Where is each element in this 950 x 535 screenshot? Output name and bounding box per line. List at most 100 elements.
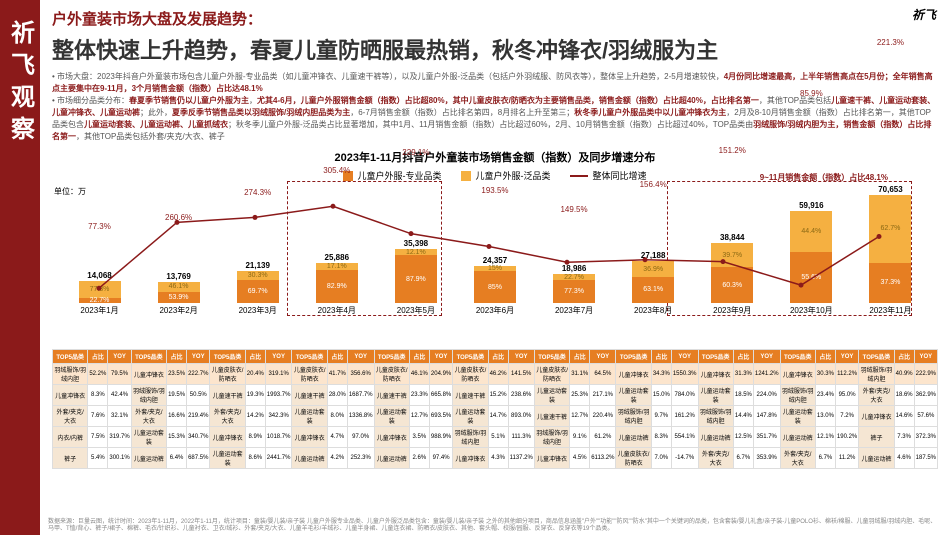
table-cell: 19.5% bbox=[167, 385, 187, 406]
table-cell: 6113.2% bbox=[590, 448, 616, 469]
table-cell: 340.7% bbox=[187, 427, 210, 448]
table-cell: 30.3% bbox=[815, 364, 835, 385]
table-cell: 6.7% bbox=[815, 448, 835, 469]
table-cell: 14.6% bbox=[894, 406, 914, 427]
table-cell: 儿童运动套装 bbox=[616, 385, 651, 406]
table-cell: 14.2% bbox=[245, 406, 265, 427]
table-cell: 988.9% bbox=[429, 427, 452, 448]
table-cell: 4.2% bbox=[327, 448, 347, 469]
table-cell: 羽绒服饰/羽绒内胆 bbox=[698, 406, 733, 427]
table-cell: 儿童冲锋衣 bbox=[698, 364, 733, 385]
table-cell: 222.9% bbox=[914, 364, 937, 385]
table-cell: 羽绒服饰/羽绒内胆 bbox=[131, 385, 166, 406]
table-cell: 儿童运动套装 bbox=[453, 406, 488, 427]
table-header: YOY bbox=[590, 350, 616, 364]
table-header: 占比 bbox=[327, 350, 347, 364]
table-header: TOP5品类 bbox=[374, 350, 409, 364]
table-header: TOP5品类 bbox=[859, 350, 894, 364]
table-cell: 儿童运动裤 bbox=[292, 448, 327, 469]
table-cell: 9.1% bbox=[570, 427, 590, 448]
legend-item: 整体同比增速 bbox=[570, 169, 646, 182]
table-cell: 687.5% bbox=[187, 448, 210, 469]
bar-group: 85.9% 59,916 44.4% 55.6% 2023年10月 bbox=[774, 201, 849, 316]
table-cell: 4.6% bbox=[894, 448, 914, 469]
table-cell: 1241.2% bbox=[753, 364, 780, 385]
table-header: 占比 bbox=[245, 350, 265, 364]
table-cell: 羽绒服饰/羽绒内胆 bbox=[780, 385, 815, 406]
table-header: 占比 bbox=[409, 350, 429, 364]
bar-group: 77.3% 14,068 77.3% 22.7% 2023年1月 bbox=[62, 271, 137, 316]
bars-container: 77.3% 14,068 77.3% 22.7% 2023年1月 260.6% … bbox=[62, 186, 928, 316]
table-cell: 46.1% bbox=[409, 364, 429, 385]
table-header: YOY bbox=[671, 350, 698, 364]
table-cell: 893.0% bbox=[508, 406, 534, 427]
table-cell: 4.7% bbox=[327, 427, 347, 448]
table-cell: 12.7% bbox=[570, 406, 590, 427]
bar-group: 274.3% 21,139 30.3% 69.7% 2023年3月 bbox=[220, 261, 295, 316]
table-cell: 372.3% bbox=[914, 427, 937, 448]
table-cell: 外套/夹克/大衣 bbox=[780, 448, 815, 469]
table-cell: 7.3% bbox=[894, 427, 914, 448]
table-cell: 儿童运动套装 bbox=[534, 385, 569, 406]
bar-group: 193.5% 24,357 15% 85% 2023年6月 bbox=[457, 256, 532, 316]
table-cell: 15.0% bbox=[651, 385, 671, 406]
table-cell: 342.3% bbox=[265, 406, 292, 427]
table-cell: 23.4% bbox=[815, 385, 835, 406]
table-cell: 儿童速干裤 bbox=[210, 385, 245, 406]
chart-area: 单位：万 9~11月销售金额（指数）占比48.1% 77.3% 14,068 7… bbox=[62, 186, 928, 341]
table-cell: -14.7% bbox=[671, 448, 698, 469]
table-cell: 12.5% bbox=[733, 427, 753, 448]
bar-group: 305.4% 25,886 17.1% 82.9% 2023年4月 bbox=[299, 253, 374, 316]
table-cell: 362.9% bbox=[914, 385, 937, 406]
table-cell: 64.5% bbox=[590, 364, 616, 385]
table-cell: 8.3% bbox=[651, 427, 671, 448]
table-cell: 112.2% bbox=[835, 364, 858, 385]
table-cell: 141.5% bbox=[508, 364, 534, 385]
table-cell: 儿童皮肤衣/防晒衣 bbox=[374, 364, 409, 385]
table-cell: 97.4% bbox=[429, 448, 452, 469]
table-cell: 羽绒服饰/羽绒内胆 bbox=[53, 364, 88, 385]
table-cell: 14.7% bbox=[488, 406, 508, 427]
table-cell: 23.5% bbox=[167, 364, 187, 385]
table-cell: 1550.3% bbox=[671, 364, 698, 385]
table-cell: 7.2% bbox=[835, 406, 858, 427]
table-cell: 14.4% bbox=[733, 406, 753, 427]
table-cell: 儿童运动套装 bbox=[210, 448, 245, 469]
table-cell: 8.6% bbox=[245, 448, 265, 469]
table-cell: 351.7% bbox=[753, 427, 780, 448]
table-cell: 15.2% bbox=[488, 385, 508, 406]
table-cell: 9.7% bbox=[651, 406, 671, 427]
table-header: YOY bbox=[108, 350, 131, 364]
table-cell: 羽绒服饰/羽绒内胆 bbox=[453, 427, 488, 448]
table-cell: 儿童冲锋衣 bbox=[780, 364, 815, 385]
bar-group: 229.1% 35,398 12.1% 87.9% 2023年5月 bbox=[378, 239, 453, 316]
table-cell: 5.1% bbox=[488, 427, 508, 448]
table-cell: 784.0% bbox=[671, 385, 698, 406]
table-cell: 5.4% bbox=[88, 448, 108, 469]
table-cell: 外套/夹克/大衣 bbox=[53, 406, 88, 427]
table-cell: 外套/夹克/大衣 bbox=[698, 448, 733, 469]
table-cell: 31.1% bbox=[570, 364, 590, 385]
table-cell: 1993.7% bbox=[265, 385, 292, 406]
table-cell: 2.6% bbox=[409, 448, 429, 469]
table-cell: 15.3% bbox=[167, 427, 187, 448]
bar-group: 156.4% 27,188 36.9% 63.1% 2023年8月 bbox=[616, 251, 691, 316]
bar-group: 149.5% 18,986 22.7% 77.3% 2023年7月 bbox=[537, 264, 612, 316]
table-cell: 20.4% bbox=[245, 364, 265, 385]
table-header: TOP5品类 bbox=[210, 350, 245, 364]
table-cell: 7.0% bbox=[651, 448, 671, 469]
table-cell: 儿童冲锋衣 bbox=[292, 427, 327, 448]
table-header: TOP5品类 bbox=[698, 350, 733, 364]
table-cell: 2441.7% bbox=[265, 448, 292, 469]
table-cell: 7.6% bbox=[88, 406, 108, 427]
table-header: YOY bbox=[914, 350, 937, 364]
table-cell: 34.3% bbox=[651, 364, 671, 385]
table-cell: 50.5% bbox=[187, 385, 210, 406]
table-cell: 儿童冲锋衣 bbox=[131, 364, 166, 385]
table-cell: 41.7% bbox=[327, 364, 347, 385]
table-cell: 12.1% bbox=[815, 427, 835, 448]
table-cell: 300.1% bbox=[108, 448, 131, 469]
table-cell: 28.0% bbox=[327, 385, 347, 406]
table-cell: 693.5% bbox=[429, 406, 452, 427]
table-header: 占比 bbox=[894, 350, 914, 364]
